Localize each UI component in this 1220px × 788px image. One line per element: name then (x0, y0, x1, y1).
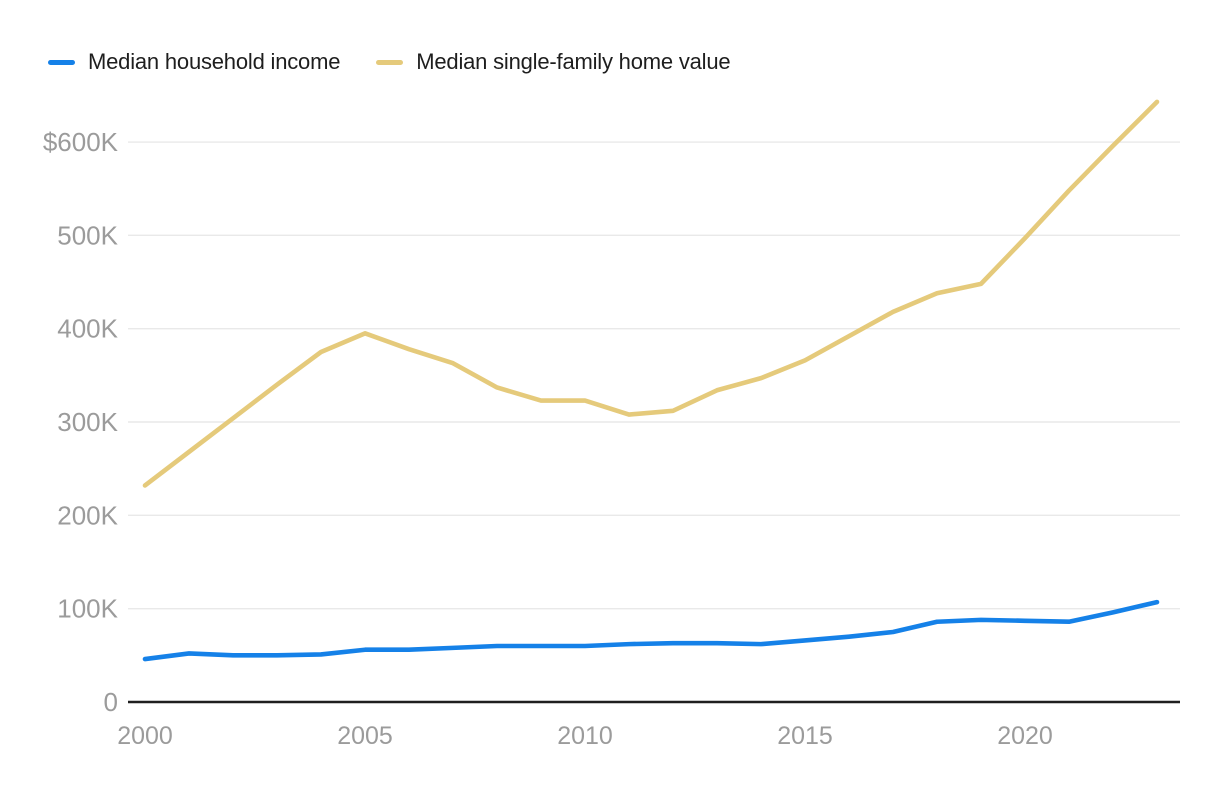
legend-label-income: Median household income (88, 49, 341, 74)
series-line-median-single-family-home-value (142, 99, 1160, 488)
x-tick-label: 2015 (777, 722, 833, 750)
legend-item-income: Median household income (48, 49, 340, 75)
legend: Median household income Median single-fa… (48, 49, 731, 75)
legend-item-home-value: Median single-family home value (376, 49, 731, 75)
legend-label-home-value: Median single-family home value (416, 49, 731, 74)
x-tick-label: 2020 (997, 722, 1053, 750)
y-tick-label: 0 (104, 687, 118, 717)
x-tick-label: 2010 (557, 722, 613, 750)
income-line-swatch-icon (48, 59, 75, 65)
y-tick-label: 500K (57, 220, 118, 250)
x-tick-label: 2005 (337, 722, 393, 750)
y-tick-label: 400K (57, 314, 118, 344)
x-tick-label: 2000 (117, 722, 173, 750)
y-tick-label: 300K (57, 407, 118, 437)
y-tick-label: $600K (43, 127, 119, 157)
y-tick-label: 100K (57, 594, 118, 624)
home-value-line-swatch-icon (376, 59, 404, 65)
y-tick-label: 200K (57, 500, 118, 530)
series-line-median-household-income (142, 599, 1160, 662)
